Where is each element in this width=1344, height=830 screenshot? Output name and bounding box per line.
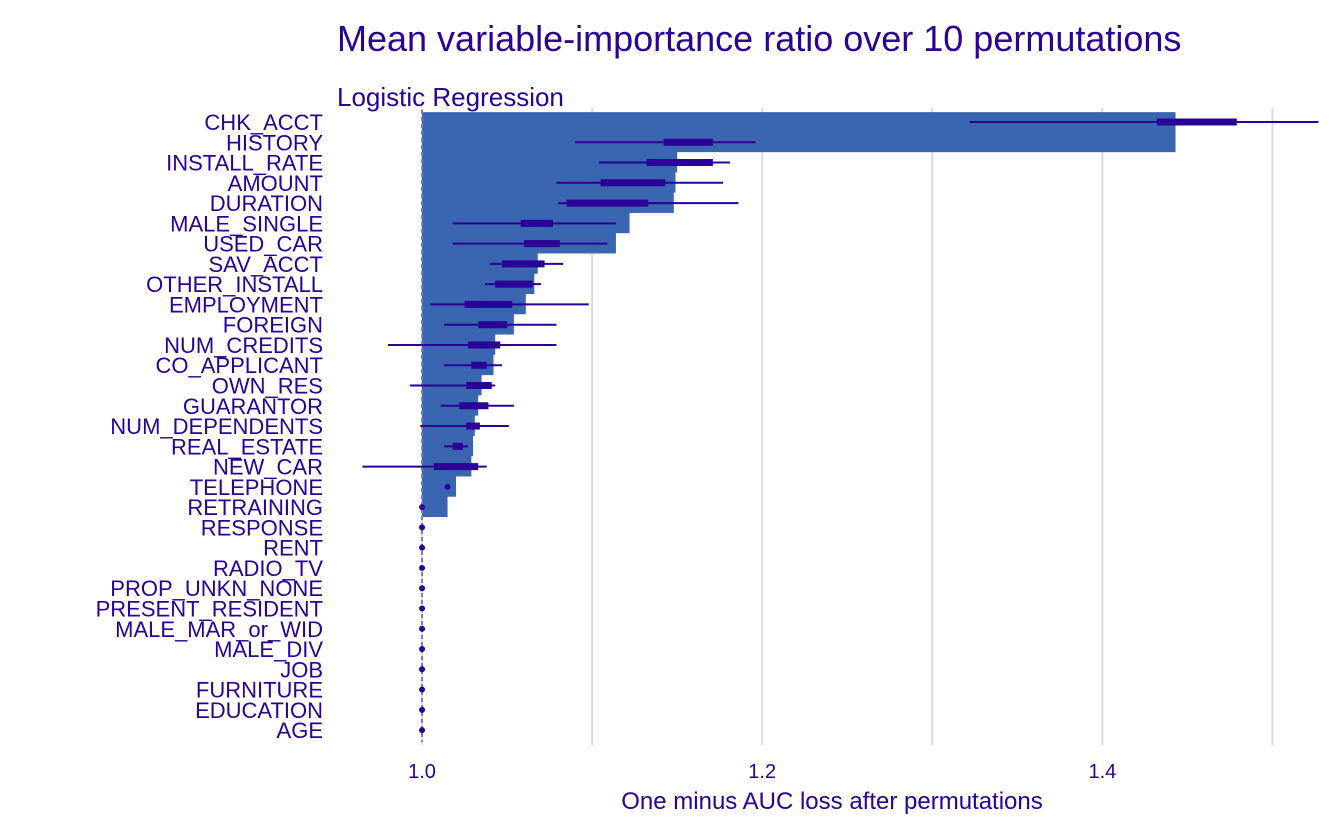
bars <box>422 112 1176 517</box>
interval-point <box>419 544 426 551</box>
variable-label: NUM_DEPENDENTS <box>110 414 323 439</box>
variable-label: CO_APPLICANT <box>156 353 324 378</box>
variable-label: JOB <box>280 657 323 682</box>
y-axis-labels: CHK_ACCTHISTORYINSTALL_RATEAMOUNTDURATIO… <box>96 110 324 743</box>
variable-label: PRESENT_RESIDENT <box>96 596 323 621</box>
variable-label: GUARANTOR <box>183 394 323 419</box>
interval-point <box>419 504 426 511</box>
chart-title: Mean variable-importance ratio over 10 p… <box>337 18 1181 59</box>
variable-label: PROP_UNKN_NONE <box>110 576 323 601</box>
interval-point <box>419 686 426 693</box>
variable-label: DURATION <box>210 191 323 216</box>
variable-label: EMPLOYMENT <box>169 292 323 317</box>
variable-label: USED_CAR <box>203 232 323 257</box>
importance-bar <box>422 476 448 517</box>
variable-label: RENT <box>263 536 323 561</box>
chart-subtitle: Logistic Regression <box>337 82 564 112</box>
variable-label: REAL_ESTATE <box>171 434 323 459</box>
interval-point <box>419 727 426 734</box>
variable-label: MALE_DIV <box>214 637 323 662</box>
variable-label: INSTALL_RATE <box>166 151 323 176</box>
x-axis-label: One minus AUC loss after permutations <box>621 788 1043 815</box>
interval-point <box>419 524 426 531</box>
variable-label: HISTORY <box>226 130 323 155</box>
variable-label: MALE_SINGLE <box>170 211 323 236</box>
variable-label: NEW_CAR <box>213 455 323 480</box>
x-tick-label: 1.4 <box>1088 761 1116 783</box>
interval-point <box>419 625 426 632</box>
variable-label: OTHER_INSTALL <box>146 272 323 297</box>
variable-label: RADIO_TV <box>213 556 323 581</box>
variable-label: RESPONSE <box>201 515 323 540</box>
x-tick-label: 1.0 <box>408 761 436 783</box>
variable-label: FURNITURE <box>196 678 323 703</box>
interval-point <box>444 483 451 490</box>
variable-label: OWN_RES <box>212 374 323 399</box>
variable-label: EDUCATION <box>195 698 323 723</box>
interval-point <box>419 564 426 571</box>
variable-label: FOREIGN <box>223 313 323 338</box>
interval-point <box>419 646 426 653</box>
variable-label: CHK_ACCT <box>204 110 323 135</box>
x-tick-label: 1.2 <box>748 761 776 783</box>
variable-label: AGE <box>277 718 323 743</box>
intervals <box>362 118 1319 734</box>
interval-point <box>419 706 426 713</box>
variable-label: MALE_MAR_or_WID <box>115 617 323 642</box>
variable-label: SAV_ACCT <box>208 252 323 277</box>
interval-point <box>419 585 426 592</box>
variable-label: AMOUNT <box>228 171 323 196</box>
interval-point <box>419 605 426 612</box>
variable-label: TELEPHONE <box>190 475 323 500</box>
variable-label: NUM_CREDITS <box>164 333 323 358</box>
interval-point <box>419 666 426 673</box>
variable-label: RETRAINING <box>187 495 323 520</box>
x-axis-ticks: 1.0 1.2 1.4 <box>408 761 1116 783</box>
